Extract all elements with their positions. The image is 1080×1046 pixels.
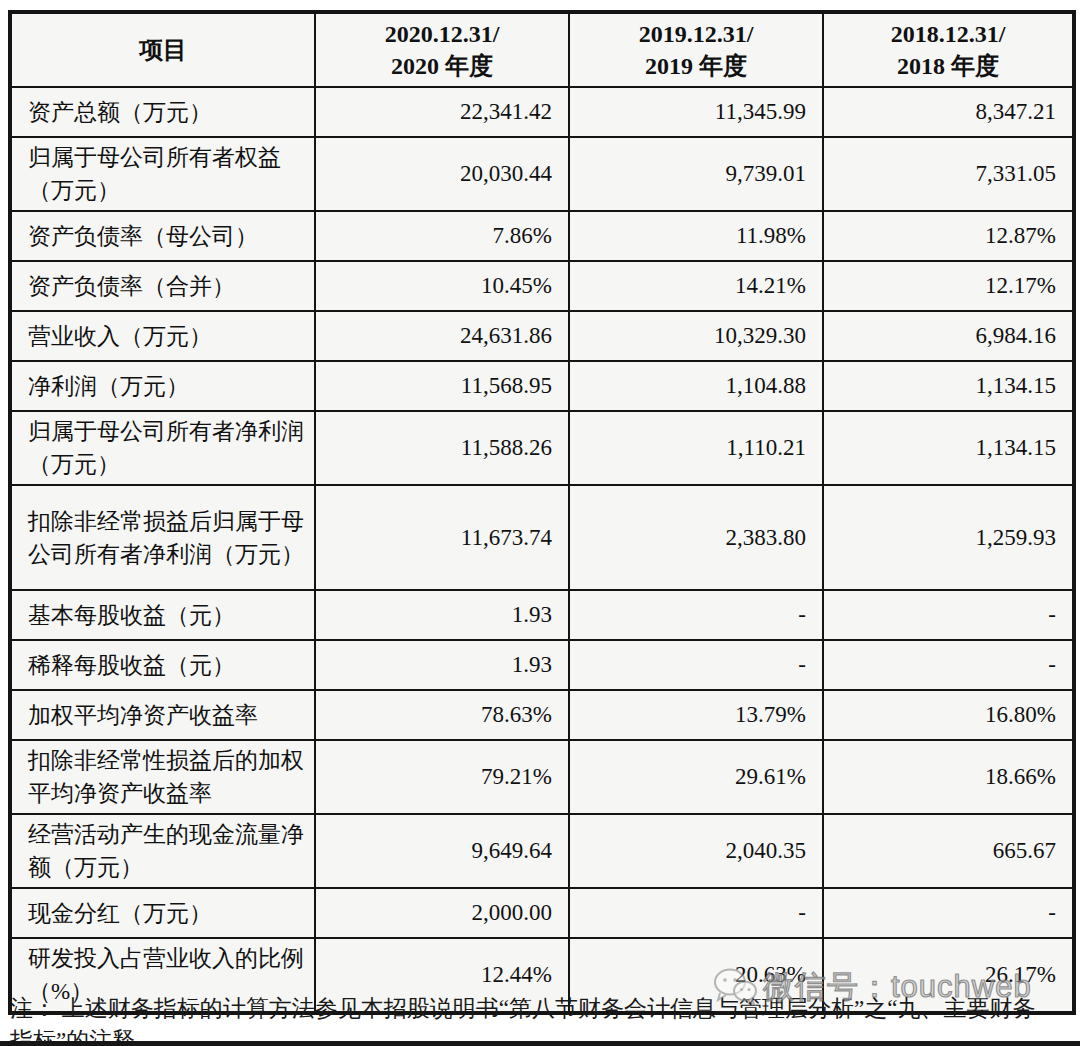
header-2020: 2020.12.31/ 2020 年度 (315, 12, 569, 87)
value-2019: 29.61% (569, 740, 823, 814)
row-label: 加权平均净资产收益率 (10, 690, 315, 740)
table-row: 净利润（万元） 11,568.95 1,104.88 1,134.15 (10, 361, 1074, 411)
header-item-label: 项目 (139, 37, 187, 63)
value-2019: 11,345.99 (569, 87, 823, 137)
row-label: 扣除非经常性损益后的加权平均净资产收益率 (10, 740, 315, 814)
value-2018: 16.80% (823, 690, 1074, 740)
row-label: 现金分红（万元） (10, 888, 315, 938)
value-2018: 1,134.15 (823, 361, 1074, 411)
value-2020: 10.45% (315, 261, 569, 311)
value-2019: 2,040.35 (569, 814, 823, 888)
table-row: 经营活动产生的现金流量净额（万元） 9,649.64 2,040.35 665.… (10, 814, 1074, 888)
page: 项目 2020.12.31/ 2020 年度 2019.12.31/ 2019 … (0, 0, 1080, 1046)
value-2020: 20,030.44 (315, 137, 569, 211)
value-2020: 11,568.95 (315, 361, 569, 411)
value-2020: 22,341.42 (315, 87, 569, 137)
value-2018: - (823, 640, 1074, 690)
header-2020-date: 2020.12.31/ (317, 18, 567, 50)
table-row: 归属于母公司所有者净利润（万元） 11,588.26 1,110.21 1,13… (10, 411, 1074, 485)
table-row: 加权平均净资产收益率 78.63% 13.79% 16.80% (10, 690, 1074, 740)
value-2018: 18.66% (823, 740, 1074, 814)
row-label: 基本每股收益（元） (10, 590, 315, 640)
row-label: 净利润（万元） (10, 361, 315, 411)
value-2020: 2,000.00 (315, 888, 569, 938)
header-2018-date: 2018.12.31/ (825, 18, 1071, 50)
value-2018: 1,134.15 (823, 411, 1074, 485)
table-row: 扣除非经常损益后归属于母公司所有者净利润（万元） 11,673.74 2,383… (10, 485, 1074, 590)
value-2020: 1.93 (315, 590, 569, 640)
row-label: 营业收入（万元） (10, 311, 315, 361)
header-2020-year: 2020 年度 (317, 50, 567, 82)
value-2019: 9,739.01 (569, 137, 823, 211)
row-label: 经营活动产生的现金流量净额（万元） (10, 814, 315, 888)
value-2020: 78.63% (315, 690, 569, 740)
row-label: 资产负债率（合并） (10, 261, 315, 311)
table-row: 扣除非经常性损益后的加权平均净资产收益率 79.21% 29.61% 18.66… (10, 740, 1074, 814)
header-2019: 2019.12.31/ 2019 年度 (569, 12, 823, 87)
header-item: 项目 (10, 12, 315, 87)
row-label: 扣除非经常损益后归属于母公司所有者净利润（万元） (10, 485, 315, 590)
footnote: 注： 上述财务指标的计算方法参见本招股说明书“第八节财务会计信息与管理层分析”之… (10, 993, 1074, 1046)
table-row: 稀释每股收益（元） 1.93 - - (10, 640, 1074, 690)
row-label: 稀释每股收益（元） (10, 640, 315, 690)
value-2019: 14.21% (569, 261, 823, 311)
table-row: 基本每股收益（元） 1.93 - - (10, 590, 1074, 640)
table-row: 资产负债率（母公司） 7.86% 11.98% 12.87% (10, 211, 1074, 261)
value-2019: 1,110.21 (569, 411, 823, 485)
table-row: 营业收入（万元） 24,631.86 10,329.30 6,984.16 (10, 311, 1074, 361)
header-row: 项目 2020.12.31/ 2020 年度 2019.12.31/ 2019 … (10, 12, 1074, 87)
value-2019: 1,104.88 (569, 361, 823, 411)
value-2018: 8,347.21 (823, 87, 1074, 137)
financial-indicators-table: 项目 2020.12.31/ 2020 年度 2019.12.31/ 2019 … (8, 10, 1076, 1015)
value-2020: 9,649.64 (315, 814, 569, 888)
row-label: 归属于母公司所有者权益（万元） (10, 137, 315, 211)
row-label: 资产负债率（母公司） (10, 211, 315, 261)
table-row: 归属于母公司所有者权益（万元） 20,030.44 9,739.01 7,331… (10, 137, 1074, 211)
value-2018: 1,259.93 (823, 485, 1074, 590)
header-2018-year: 2018 年度 (825, 50, 1071, 82)
value-2019: - (569, 640, 823, 690)
table-row: 资产负债率（合并） 10.45% 14.21% 12.17% (10, 261, 1074, 311)
header-2019-date: 2019.12.31/ (571, 18, 821, 50)
value-2019: 11.98% (569, 211, 823, 261)
footnote-line-1: 注： 上述财务指标的计算方法参见本招股说明书“第八节财务会计信息与管理层分析”之… (10, 993, 1074, 1025)
value-2020: 11,588.26 (315, 411, 569, 485)
value-2018: 6,984.16 (823, 311, 1074, 361)
value-2020: 24,631.86 (315, 311, 569, 361)
value-2020: 79.21% (315, 740, 569, 814)
value-2019: 10,329.30 (569, 311, 823, 361)
value-2018: - (823, 888, 1074, 938)
value-2019: 2,383.80 (569, 485, 823, 590)
value-2019: - (569, 590, 823, 640)
value-2018: - (823, 590, 1074, 640)
header-2019-year: 2019 年度 (571, 50, 821, 82)
header-2018: 2018.12.31/ 2018 年度 (823, 12, 1074, 87)
value-2018: 665.67 (823, 814, 1074, 888)
value-2019: - (569, 888, 823, 938)
table-row: 现金分红（万元） 2,000.00 - - (10, 888, 1074, 938)
row-label: 归属于母公司所有者净利润（万元） (10, 411, 315, 485)
value-2020: 1.93 (315, 640, 569, 690)
row-label: 资产总额（万元） (10, 87, 315, 137)
value-2020: 11,673.74 (315, 485, 569, 590)
table-row: 资产总额（万元） 22,341.42 11,345.99 8,347.21 (10, 87, 1074, 137)
value-2018: 12.17% (823, 261, 1074, 311)
value-2019: 13.79% (569, 690, 823, 740)
value-2018: 7,331.05 (823, 137, 1074, 211)
value-2020: 7.86% (315, 211, 569, 261)
value-2018: 12.87% (823, 211, 1074, 261)
bottom-border (0, 1041, 1080, 1046)
